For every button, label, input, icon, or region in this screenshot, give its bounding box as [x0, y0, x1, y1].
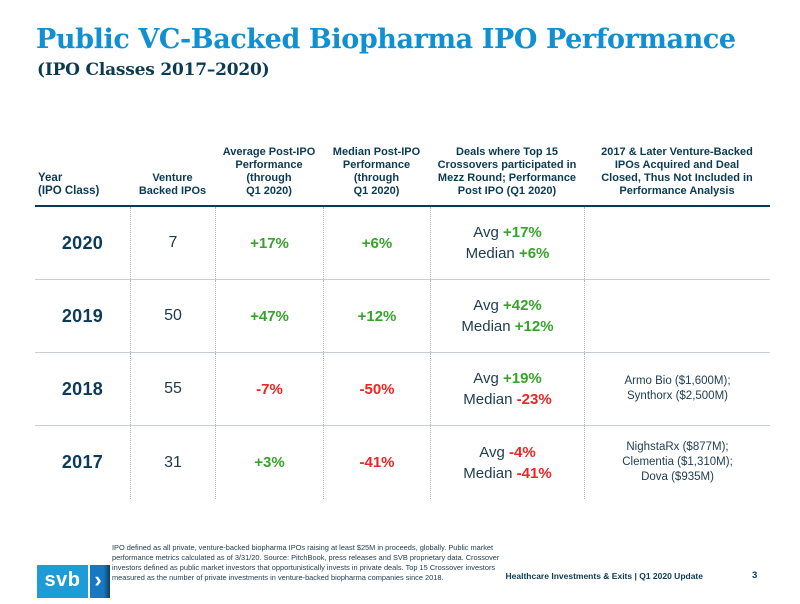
- venture-backed-ipos-cell: 55: [130, 353, 215, 425]
- chevron-right-icon: ›: [90, 565, 110, 598]
- acquired-deals-cell: [584, 207, 770, 279]
- table-row-2018: 2018 55 -7% -50% Avg +19% Median -23% Armo Bio…: [35, 353, 770, 426]
- page-subtitle: (IPO Classes 2017–2020): [37, 60, 270, 80]
- year-cell: 2017: [61, 452, 104, 472]
- median-performance-cell: +12%: [323, 280, 430, 352]
- crossover-performance-cell: Avg +19% Median -23%: [430, 353, 584, 425]
- median-performance-cell: -50%: [323, 353, 430, 425]
- table-row-2019: 2019 50 +47% +12% Avg +42% Median +12%: [35, 280, 770, 353]
- header-cell-acquired: 2017 & Later Venture-Backed IPOs Acquired…: [601, 146, 753, 197]
- average-performance-cell: +3%: [215, 426, 323, 499]
- acquired-deals-cell: NighstaRx ($877M); Clementia ($1,310M); Do…: [584, 426, 770, 499]
- svb-wordmark: svb: [37, 565, 88, 598]
- header-cell-median: Median Post-IPO Performance (through Q1 202…: [332, 146, 421, 197]
- average-performance-cell: +47%: [215, 280, 323, 352]
- median-performance-cell: +6%: [323, 207, 430, 279]
- svb-logo: svb ›: [37, 565, 110, 598]
- header-cell-avg: Average Post-IPO Performance (through Q1 20…: [222, 146, 316, 197]
- footer-report-title: Healthcare Investments & Exits | Q1 2020…: [505, 571, 704, 581]
- page-title: Public VC-Backed Biopharma IPO Performan…: [36, 24, 736, 55]
- table-body: 2020 7 +17% +6% Avg +17% Median +6% 2019 50 +47%…: [35, 207, 770, 499]
- median-performance-cell: -41%: [323, 426, 430, 499]
- page-number: 3: [752, 570, 758, 581]
- crossover-performance-cell: Avg -4% Median -41%: [430, 426, 584, 499]
- average-performance-cell: +17%: [215, 207, 323, 279]
- crossover-performance-cell: Avg +17% Median +6%: [430, 207, 584, 279]
- venture-backed-ipos-cell: 50: [130, 280, 215, 352]
- venture-backed-ipos-cell: 7: [130, 207, 215, 279]
- acquired-deals-cell: [584, 280, 770, 352]
- table-row-2020: 2020 7 +17% +6% Avg +17% Median +6%: [35, 207, 770, 280]
- header-cell-ipos: Venture Backed IPOs: [138, 172, 207, 197]
- acquired-deals-cell: Armo Bio ($1,600M); Synthorx ($2,500M): [584, 353, 770, 425]
- header-cell-year: Year (IPO Class): [38, 172, 100, 197]
- footnote-text: IPO defined as all private, venture-back…: [112, 543, 500, 582]
- header-cell-crossover: Deals where Top 15 Crossovers participate…: [437, 146, 577, 197]
- venture-backed-ipos-cell: 31: [130, 426, 215, 499]
- table-header-row: Year (IPO Class) Venture Backed IPOs Average…: [35, 129, 770, 207]
- year-cell: 2019: [61, 305, 104, 326]
- table-row-2017: 2017 31 +3% -41% Avg -4% Median -41% NighstaRx…: [35, 426, 770, 499]
- year-cell: 2020: [61, 232, 104, 253]
- crossover-performance-cell: Avg +42% Median +12%: [430, 280, 584, 352]
- ipo-performance-table: Year (IPO Class) Venture Backed IPOs Average…: [35, 129, 770, 499]
- average-performance-cell: -7%: [215, 353, 323, 425]
- year-cell: 2018: [61, 378, 104, 399]
